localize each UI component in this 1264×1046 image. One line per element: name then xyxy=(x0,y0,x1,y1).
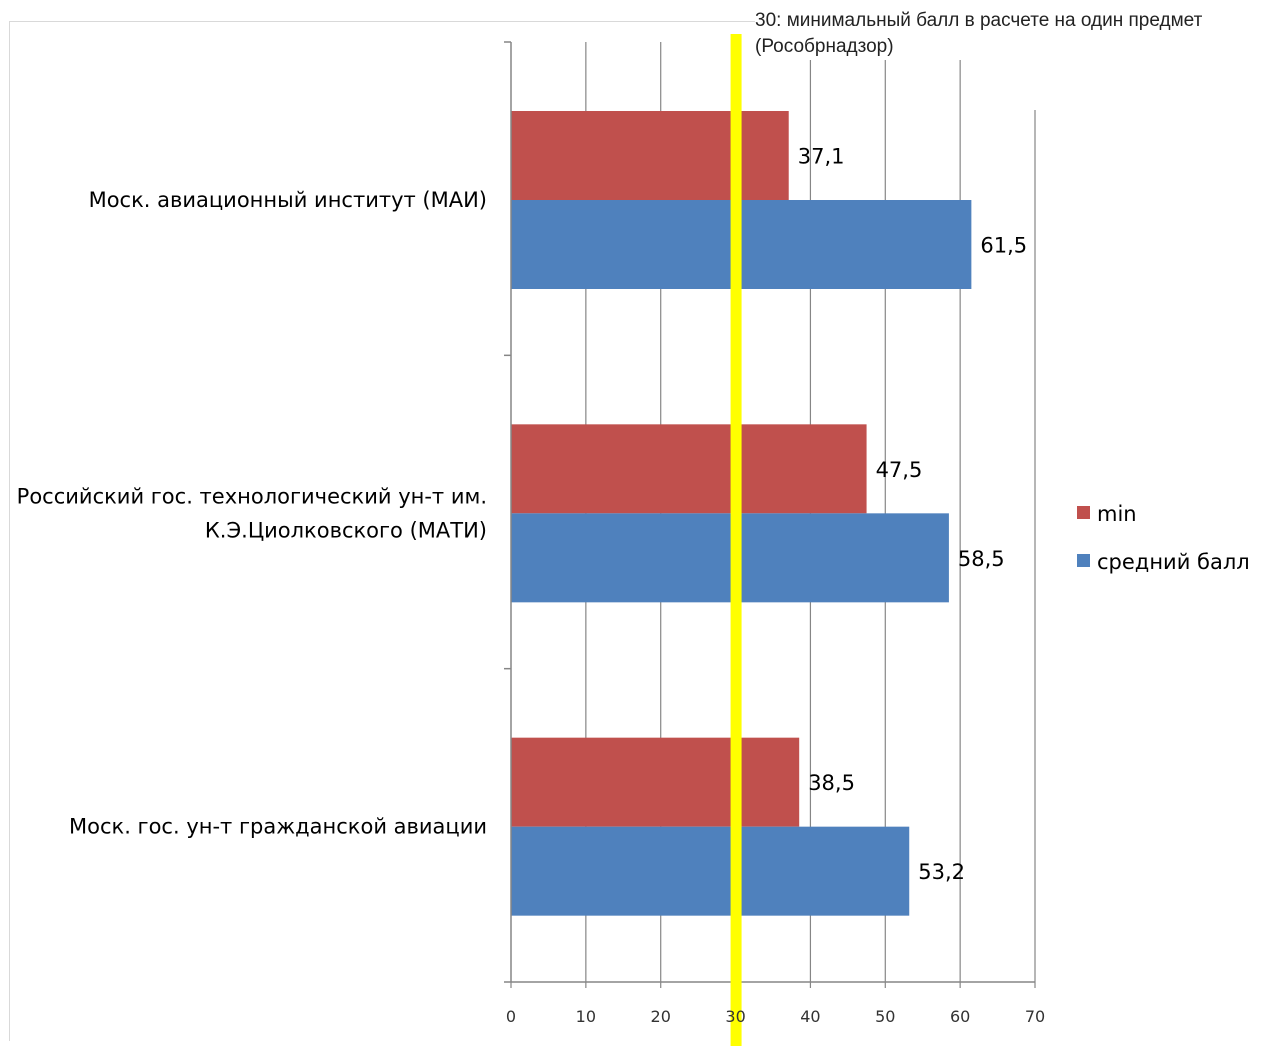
avg-bar xyxy=(511,826,910,916)
x-tick-label: 70 xyxy=(1025,1007,1045,1026)
data-label: 38,5 xyxy=(808,771,855,795)
data-label: 53,2 xyxy=(918,860,965,884)
tick-labels: 0 10 20 30 40 50 60 70 xyxy=(506,1007,1045,1026)
threshold-line xyxy=(730,34,742,1046)
data-label: 37,1 xyxy=(798,145,845,169)
category-label: Российский гос. технологический ун-т им. xyxy=(17,484,487,508)
data-labels: 37,1 61,5 47,5 58,5 38,5 53,2 xyxy=(798,145,1027,885)
category-label: К.Э.Циолковского (МАТИ) xyxy=(205,518,487,542)
data-label: 47,5 xyxy=(876,458,923,482)
chart-frame xyxy=(9,21,1259,1041)
data-label: 61,5 xyxy=(980,234,1027,258)
axes xyxy=(504,41,1036,988)
x-tick-label: 50 xyxy=(875,1007,895,1026)
x-tick-label: 40 xyxy=(800,1007,820,1026)
threshold-annotation: 30: минимальный балл в расчете на один п… xyxy=(755,8,1260,60)
threshold-line xyxy=(730,34,742,1046)
category-label: Моск. авиационный институт (МАИ) xyxy=(89,188,487,212)
x-tick-label: 30 xyxy=(725,1007,745,1026)
legend-label: min xyxy=(1097,502,1137,526)
min-bar xyxy=(511,737,800,827)
legend-label: средний балл xyxy=(1097,550,1250,574)
category-labels: Моск. авиационный институт (МАИ) Российск… xyxy=(17,188,487,839)
x-tick-label: 20 xyxy=(651,1007,671,1026)
legend-swatch xyxy=(1077,506,1090,519)
category-label: Моск. гос. ун-т гражданской авиации xyxy=(69,815,487,839)
legend-swatch xyxy=(1077,554,1090,567)
data-label: 58,5 xyxy=(958,547,1005,571)
x-tick-label: 10 xyxy=(576,1007,596,1026)
min-bar xyxy=(511,111,789,200)
x-tick-label: 60 xyxy=(950,1007,970,1026)
min-bar xyxy=(511,424,867,514)
x-tick-label: 0 xyxy=(506,1007,516,1026)
avg-bar xyxy=(511,513,949,603)
legend: min средний балл xyxy=(1077,502,1250,574)
